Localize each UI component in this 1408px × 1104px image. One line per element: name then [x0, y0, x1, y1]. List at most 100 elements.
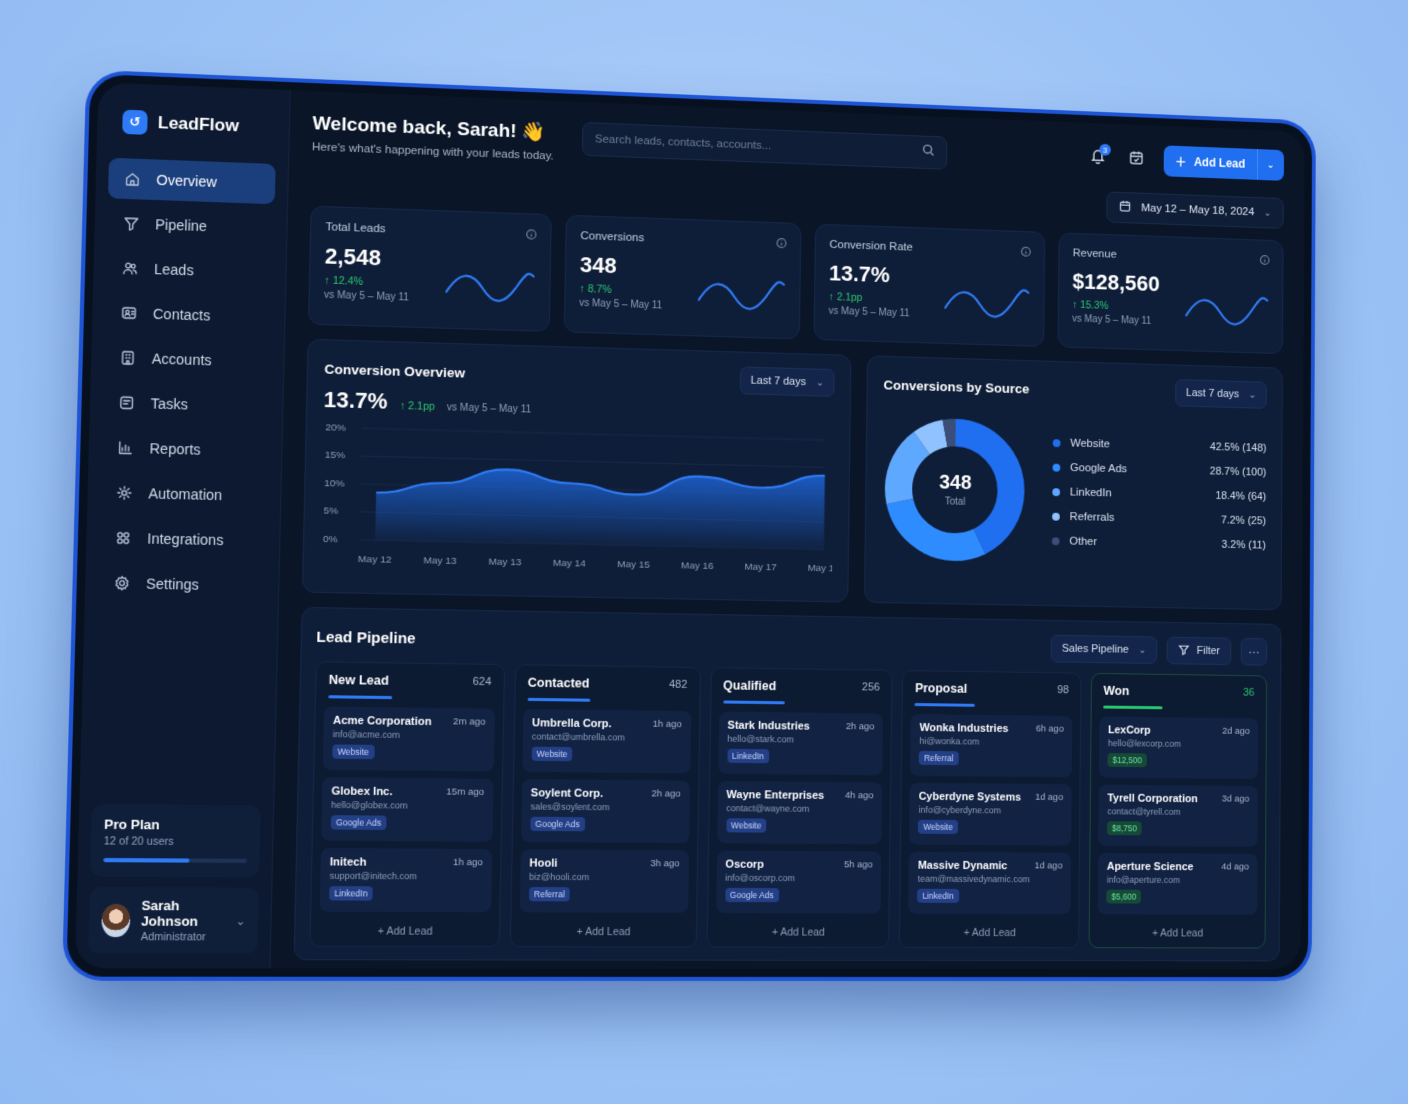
source-badge: Website — [918, 820, 958, 834]
kpi-card-conversion-rate[interactable]: Conversion Rate 13.7% ↑ 2.1pp vs May 5 – Ma… — [813, 224, 1045, 347]
search-input[interactable] — [595, 133, 922, 158]
sidebar-item-leads[interactable]: Leads — [106, 247, 274, 293]
add-lead-link[interactable]: + Add Lead — [319, 919, 491, 938]
x-tick-label: May 17 — [744, 562, 776, 573]
sidebar-item-tasks[interactable]: Tasks — [102, 382, 270, 427]
pipeline-column-qualified: Qualified 256 Stark Industries 2h ago hello@… — [706, 667, 893, 948]
sidebar-item-automation[interactable]: Automation — [100, 472, 269, 517]
legend-swatch — [1053, 464, 1061, 472]
calendar-button[interactable] — [1126, 149, 1147, 171]
lead-card[interactable]: Oscorp 5h ago info@oscorp.com Google Ads — [716, 850, 882, 913]
lead-card[interactable]: Acme Corporation 2m ago info@acme.com Websi… — [323, 706, 495, 771]
lead-card[interactable]: Initech 1h ago support@initech.com LinkedIn — [320, 848, 493, 912]
date-range-picker[interactable]: May 12 – May 18, 2024 ⌄ — [1107, 191, 1284, 228]
deal-value-badge: $8,750 — [1107, 821, 1142, 835]
sidebar-item-label: Accounts — [152, 350, 212, 368]
chevron-down-icon: ⌄ — [1248, 389, 1256, 400]
lead-card[interactable]: Wayne Enterprises 4h ago contact@wayne.com… — [717, 781, 883, 845]
kpi-card-conversions[interactable]: Conversions 348 ↑ 8.7% vs May 5 – May 11 — [564, 215, 802, 340]
add-lead-link[interactable]: + Add Lead — [1098, 921, 1258, 939]
kpi-label: Total Leads — [325, 221, 536, 240]
notifications-button[interactable]: 3 — [1088, 147, 1109, 169]
home-icon — [123, 169, 142, 188]
plan-card[interactable]: Pro Plan 12 of 20 users — [90, 804, 261, 878]
legend-item[interactable]: Google Ads 28.7% (100) — [1053, 462, 1267, 479]
legend-item[interactable]: Referrals 7.2% (25) — [1052, 511, 1266, 527]
kpi-card-revenue[interactable]: Revenue $128,560 ↑ 15.3% vs May 5 – May 11 — [1058, 232, 1284, 354]
info-icon[interactable] — [775, 236, 787, 254]
lead-time: 15m ago — [446, 786, 484, 799]
lead-card[interactable]: LexCorp 2d ago hello@lexcorp.com $12,500 — [1099, 716, 1258, 779]
kpi-sparkline — [444, 265, 536, 304]
x-tick-label: May 13 — [423, 556, 456, 567]
filter-button[interactable]: Filter — [1166, 637, 1231, 665]
info-icon[interactable] — [1259, 253, 1270, 271]
lead-card[interactable]: Aperture Science 4d ago info@aperture.com $… — [1098, 853, 1258, 915]
brand[interactable]: ↺ LeadFlow — [109, 105, 277, 164]
pipeline-column-new-lead: New Lead 624 Acme Corporation 2m ago info@ac… — [309, 661, 504, 947]
source-badge: LinkedIn — [329, 886, 373, 901]
top-actions: 3 ＋ Add Lead ⌄ — [1088, 142, 1284, 181]
date-range-label: May 12 – May 18, 2024 — [1141, 202, 1254, 218]
lead-card[interactable]: Umbrella Corp. 1h ago contact@umbrella.com… — [522, 709, 691, 774]
x-tick-label: May 12 — [358, 554, 392, 565]
column-accent-bar — [915, 703, 975, 707]
sidebar: ↺ LeadFlow Overview Pipeline Leads Contacts… — [75, 82, 291, 968]
sidebar-item-reports[interactable]: Reports — [101, 427, 270, 472]
source-badge: LinkedIn — [917, 889, 958, 903]
calendar-icon — [1129, 149, 1144, 170]
lead-card[interactable]: Tyrell Corporation 3d ago contact@tyrell.c… — [1098, 785, 1258, 847]
pipeline-column-contacted: Contacted 482 Umbrella Corp. 1h ago contact@… — [510, 664, 701, 947]
add-lead-link[interactable]: + Add Lead — [715, 920, 881, 939]
lead-name: Globex Inc. — [331, 785, 392, 798]
kpi-card-total-leads[interactable]: Total Leads 2,548 ↑ 12.4% vs May 5 – May 11 — [308, 206, 552, 332]
legend-item[interactable]: Website 42.5% (148) — [1053, 437, 1266, 454]
leadflow-logo-icon: ↺ — [122, 110, 148, 135]
user-name: Sarah Johnson — [141, 898, 226, 929]
page-title: Welcome back, Sarah! 👋 — [312, 111, 554, 145]
lead-name: Wonka Industries — [919, 722, 1008, 735]
sidebar-nav: Overview Pipeline Leads Contacts Accounts Tas… — [97, 158, 275, 607]
sources-range-dropdown[interactable]: Last 7 days ⌄ — [1175, 379, 1266, 409]
kpi-label: Conversions — [580, 230, 786, 249]
lead-email: info@cyberdyne.com — [918, 805, 1063, 816]
add-lead-dropdown[interactable]: ⌄ — [1256, 149, 1284, 181]
sidebar-item-settings[interactable]: Settings — [97, 562, 266, 606]
y-tick-label: 15% — [325, 451, 346, 462]
lead-card[interactable]: Soylent Corp. 2h ago sales@soylent.com Goog… — [521, 779, 690, 843]
lead-card[interactable]: Globex Inc. 15m ago hello@globex.com Google… — [321, 777, 493, 842]
sidebar-item-integrations[interactable]: Integrations — [98, 517, 267, 561]
column-count: 482 — [669, 679, 688, 691]
x-tick-label: May 14 — [553, 558, 587, 569]
lead-card[interactable]: Hooli 3h ago biz@hooli.com Referral — [519, 849, 688, 913]
lead-card[interactable]: Stark Industries 2h ago hello@stark.com Lin… — [718, 711, 884, 775]
lead-time: 3h ago — [650, 858, 679, 870]
add-lead-main[interactable]: ＋ Add Lead — [1164, 153, 1257, 173]
sidebar-item-overview[interactable]: Overview — [108, 158, 276, 205]
kpi-label: Revenue — [1073, 247, 1270, 265]
lead-card[interactable]: Massive Dynamic 1d ago team@massivedynamic… — [908, 852, 1071, 915]
info-icon[interactable] — [525, 227, 537, 245]
sidebar-item-contacts[interactable]: Contacts — [104, 292, 272, 338]
lead-email: info@aperture.com — [1107, 875, 1249, 886]
sidebar-item-accounts[interactable]: Accounts — [103, 337, 271, 382]
info-icon[interactable] — [1020, 245, 1032, 263]
more-options-button[interactable]: ··· — [1241, 638, 1268, 666]
add-lead-link[interactable]: + Add Lead — [908, 921, 1071, 939]
pipeline-selector[interactable]: Sales Pipeline ⌄ — [1051, 635, 1157, 664]
donut-total: 348 — [939, 472, 972, 495]
lead-card[interactable]: Cyberdyne Systems 1d ago info@cyberdyne.co… — [909, 783, 1072, 846]
lead-pipeline-panel: Lead Pipeline Sales Pipeline ⌄ Filter ··… — [294, 607, 1282, 961]
user-menu[interactable]: Sarah Johnson Administrator ⌄ — [88, 887, 259, 954]
legend-label: LinkedIn — [1070, 487, 1112, 500]
add-lead-button[interactable]: ＋ Add Lead ⌄ — [1164, 145, 1284, 181]
legend-item[interactable]: LinkedIn 18.4% (64) — [1053, 486, 1267, 503]
search-icon[interactable] — [922, 143, 935, 161]
source-badge: LinkedIn — [727, 749, 769, 764]
lead-email: hello@stark.com — [727, 734, 874, 746]
add-lead-link[interactable]: + Add Lead — [519, 920, 688, 939]
lead-card[interactable]: Wonka Industries 6h ago hi@wonka.com Referr… — [910, 714, 1072, 777]
legend-item[interactable]: Other 3.2% (11) — [1052, 535, 1266, 551]
conversion-range-dropdown[interactable]: Last 7 days ⌄ — [740, 366, 835, 396]
sidebar-item-pipeline[interactable]: Pipeline — [107, 202, 275, 248]
